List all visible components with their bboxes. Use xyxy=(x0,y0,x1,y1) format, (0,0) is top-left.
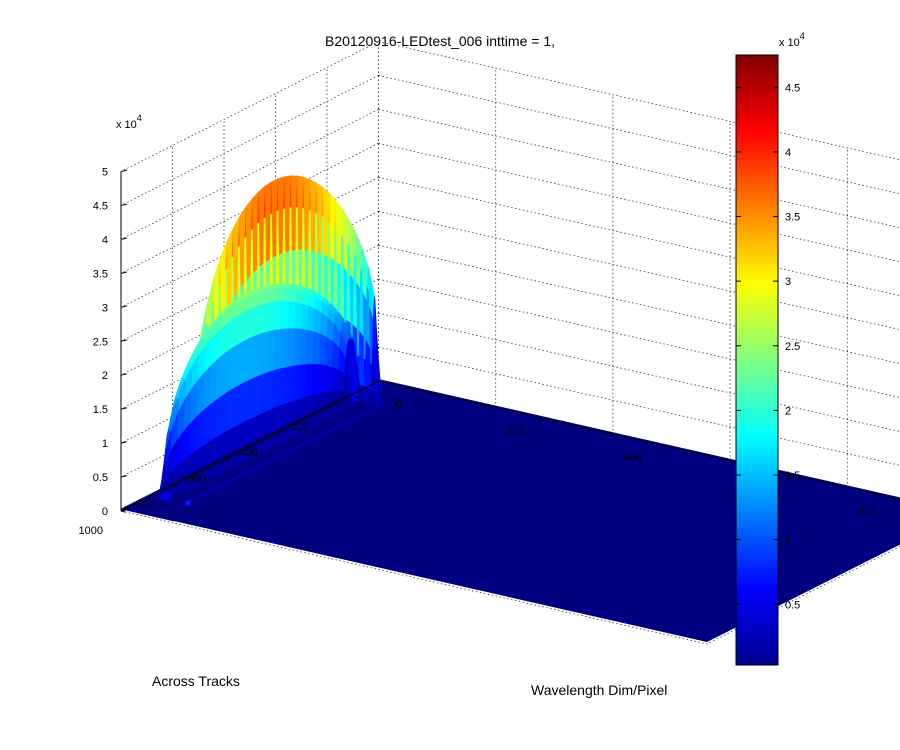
x-tick xyxy=(843,484,848,488)
z-tick xyxy=(120,373,128,376)
colorbar-tick-label: 3 xyxy=(785,276,791,288)
z-tick xyxy=(120,305,128,308)
y-tick-label: 1000 xyxy=(79,525,103,537)
colorbar-ticks: 0.5 1 1.5 2 2.5 3 3.5 4 4.5 xyxy=(736,82,800,611)
chart-title: B20120916-LEDtest_006 inttime = 1, xyxy=(325,33,555,49)
z-tick-label: 3.5 xyxy=(93,268,108,280)
z-tick-label: 0 xyxy=(102,506,108,518)
y-tick-label: 800 xyxy=(136,499,154,511)
z-tick xyxy=(120,203,128,206)
x-tick xyxy=(375,378,379,382)
x-tick xyxy=(609,431,614,435)
colorbar-tick-label: 1.5 xyxy=(785,470,800,482)
z-tick xyxy=(120,441,128,444)
y-tick-label: 0 xyxy=(354,395,360,407)
grid-line-z-backwall xyxy=(378,346,900,466)
y-tick xyxy=(326,406,333,409)
y-tick-label: 400 xyxy=(239,447,257,459)
y-tick xyxy=(223,458,230,461)
y-axis-line xyxy=(120,380,379,512)
z-tick xyxy=(120,339,128,342)
y-tick xyxy=(172,484,178,487)
z-tick-label: 2.5 xyxy=(93,336,108,348)
x-tick xyxy=(726,457,731,462)
x-axis-label: Wavelength Dim/Pixel xyxy=(531,682,667,698)
grid-line-z-leftwall xyxy=(120,75,379,206)
y-tick-label: 600 xyxy=(188,473,206,485)
grid-line-z-backwall xyxy=(378,142,900,263)
z-tick-label: 4 xyxy=(102,234,108,246)
surface-plot xyxy=(120,175,394,522)
z-tick-label: 2 xyxy=(102,370,108,382)
z-tick xyxy=(120,407,128,410)
colorbar-tick-label: 2 xyxy=(785,405,791,417)
z-tick xyxy=(120,271,128,274)
x-axis-line xyxy=(378,380,900,500)
x-tick-label: 200 xyxy=(507,426,525,438)
z-tick-label: 0.5 xyxy=(93,472,108,484)
grid-line-z-backwall xyxy=(378,41,900,161)
colorbar-multiplier-label: x 104 xyxy=(779,31,805,49)
y-axis-label: Across Tracks xyxy=(152,673,240,689)
y-tick-label: 200 xyxy=(291,421,309,433)
z-tick-label: 3 xyxy=(102,302,108,314)
grid-line-z-backwall xyxy=(378,278,900,398)
z-tick xyxy=(120,237,128,240)
surface-patch xyxy=(384,409,394,415)
grid-line-z-backwall xyxy=(378,210,900,331)
y-tick xyxy=(120,510,127,513)
x-tick-label: 0 xyxy=(395,399,401,411)
z-tick-label: 4.5 xyxy=(93,200,108,212)
y-tick xyxy=(275,432,281,435)
grid-line-z-backwall xyxy=(378,244,900,364)
z-tick-label: 1 xyxy=(102,438,108,450)
grid-line-z-leftwall xyxy=(120,41,379,172)
colorbar-tick-label: 0.5 xyxy=(785,599,800,611)
x-tick-label: 400 xyxy=(624,452,642,464)
x-tick xyxy=(492,404,497,408)
grid-line-z-leftwall xyxy=(120,109,379,240)
colorbar-tick-label: 1 xyxy=(785,535,791,547)
z-tick-label: 5 xyxy=(102,167,108,179)
colorbar: 0.5 1 1.5 2 2.5 3 3.5 4 4.5 x 104 xyxy=(735,31,805,666)
x-tick-label: 800 xyxy=(858,505,876,517)
grid-line-z-backwall xyxy=(378,176,900,297)
grid-line-z-backwall xyxy=(378,109,900,229)
grid-line-z-backwall xyxy=(378,312,900,432)
grid-line-floor-y xyxy=(120,510,708,645)
z-tick-label: 1.5 xyxy=(93,404,108,416)
colorbar-tick-label: 3.5 xyxy=(785,212,800,224)
z-tick xyxy=(120,169,128,172)
colorbar-tick-label: 4 xyxy=(785,147,791,159)
grid-line-z-backwall xyxy=(378,75,900,195)
z-tick xyxy=(120,475,128,478)
colorbar-tick-label: 2.5 xyxy=(785,341,800,353)
colorbar-tick-label: 4.5 xyxy=(785,82,800,94)
z-multiplier-label: x 104 xyxy=(116,113,142,131)
colorbar-gradient xyxy=(735,54,779,666)
